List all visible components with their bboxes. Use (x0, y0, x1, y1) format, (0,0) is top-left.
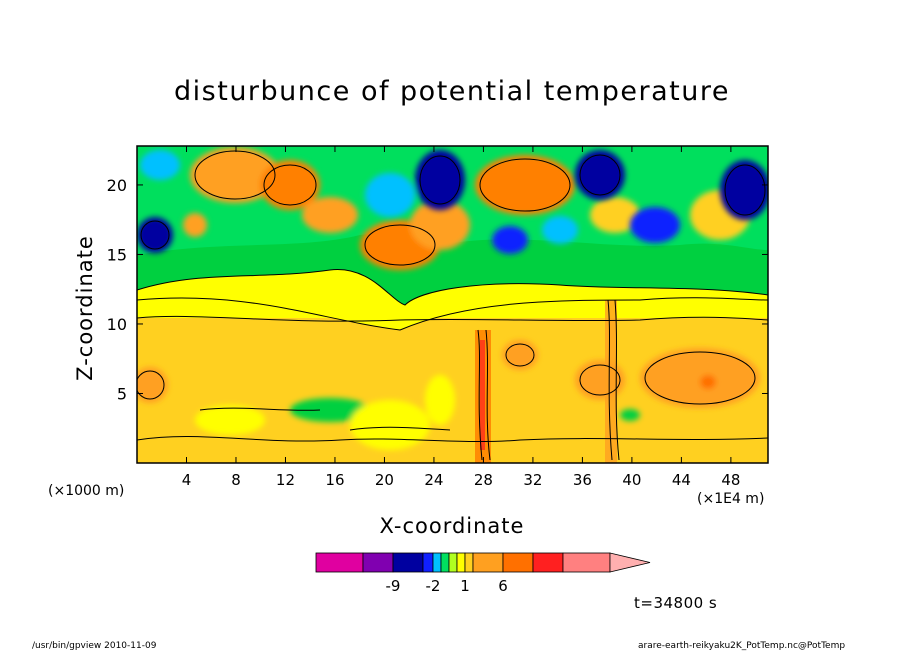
y-tick-label: 15 (107, 245, 127, 264)
colorbar-segment (562, 552, 611, 573)
colorbar-segment (502, 552, 534, 573)
colorbar-segment (456, 552, 466, 573)
colorbar-segment (362, 552, 394, 573)
colorbar-segment (440, 552, 450, 573)
x-tick-label: 32 (523, 471, 542, 489)
x-tick-label: 28 (474, 471, 493, 489)
x-tick-label: 40 (622, 471, 641, 489)
footer-command: /usr/bin/gpview 2010-11-09 (32, 641, 157, 651)
x-tick-label: 24 (424, 471, 443, 489)
time-label: t=34800 s (634, 594, 718, 612)
colorbar-label: -2 (426, 577, 441, 595)
colorbar-segment (472, 552, 504, 573)
x-tick-label: 8 (231, 471, 241, 489)
colorbar-label: 6 (498, 577, 508, 595)
colorbar-segment (464, 552, 474, 573)
colorbar-label: -9 (386, 577, 401, 595)
x-axis-label: X-coordinate (379, 514, 525, 538)
y-axis-label: Z-coordinate (73, 235, 97, 381)
colorbar-segment (448, 552, 458, 573)
colorbar-segment (392, 552, 424, 573)
colorbar-segment (432, 552, 442, 573)
y-tick-label: 10 (107, 315, 127, 334)
y-tick-label: 20 (107, 176, 127, 195)
x-tick-label: 4 (182, 471, 192, 489)
x-tick-label: 48 (721, 471, 740, 489)
colorbar: -9 -2 1 6 (315, 552, 651, 595)
x-tick-label: 44 (672, 471, 691, 489)
temperature-field (137, 146, 768, 463)
colorbar-segment (422, 552, 434, 573)
x-tick-label: 36 (573, 471, 592, 489)
x-axis: 4 8 12 16 20 24 28 32 36 40 44 48 (182, 146, 740, 489)
x-tick-label: 12 (276, 471, 295, 489)
y-tick-label: 5 (117, 384, 127, 403)
footer-source: arare-earth-reikyaku2K_PotTemp.nc@PotTem… (638, 641, 846, 651)
x-tick-label: 20 (375, 471, 394, 489)
y-axis: 5 10 15 20 (107, 176, 768, 403)
x-scale-label: (×1E4 m) (697, 491, 765, 507)
x-unit-label: (×1000 m) (48, 483, 125, 499)
chart-title: disturbunce of potential temperature (174, 76, 730, 107)
colorbar-segment (315, 552, 364, 573)
colorbar-segment (532, 552, 564, 573)
colorbar-label: 1 (460, 577, 470, 595)
plot-frame (136, 145, 769, 464)
x-tick-label: 16 (325, 471, 344, 489)
colorbar-arrow (609, 552, 651, 573)
